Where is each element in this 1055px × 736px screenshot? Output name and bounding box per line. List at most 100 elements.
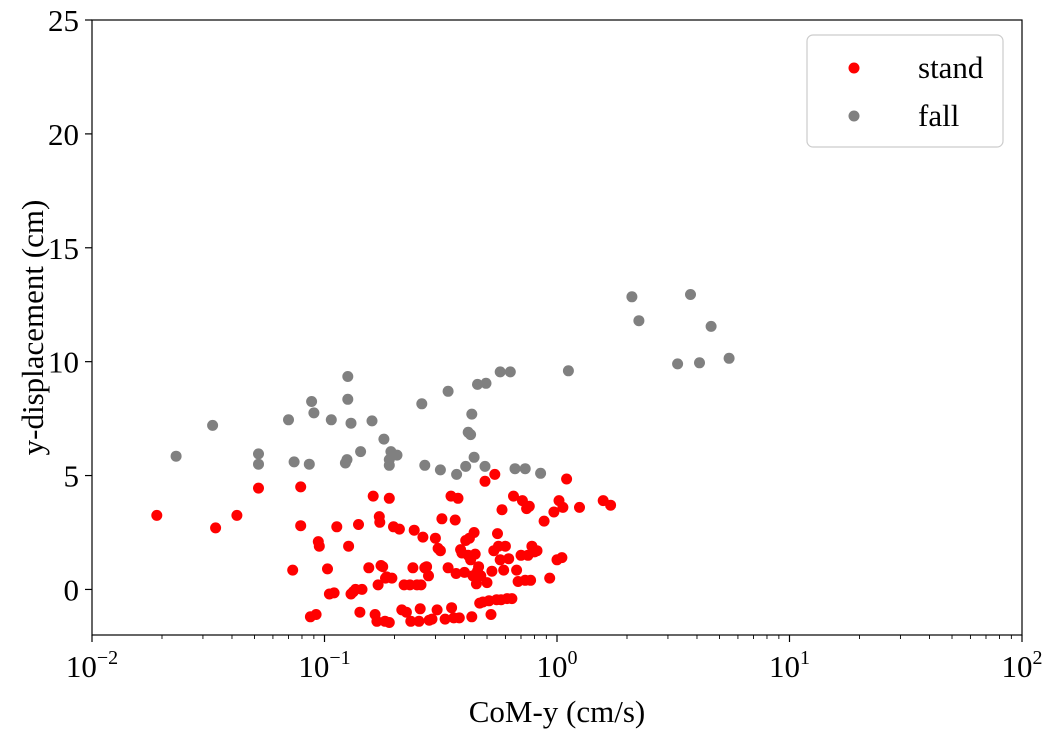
point-fall-1 [207,419,219,431]
point-stand-72 [459,566,470,578]
point-stand-5 [295,481,307,493]
point-fall-26 [451,468,463,480]
point-fall-34 [480,377,492,389]
point-fall-5 [288,456,300,468]
point-stand-47 [413,615,425,627]
point-fall-27 [460,460,472,472]
point-stand-15 [343,540,355,552]
point-fall-4 [283,414,294,426]
point-stand-43 [405,615,417,627]
point-stand-66 [449,514,461,526]
legend-marker-fall [848,110,860,122]
y-tick-label: 0 [64,572,80,607]
point-stand-21 [356,583,368,595]
point-stand-126 [574,501,585,513]
point-stand-13 [328,587,340,599]
point-fall-24 [434,464,446,476]
point-fall-22 [416,398,428,410]
point-stand-52 [421,561,433,573]
x-tick-label: 10−1 [298,647,350,684]
point-stand-55 [426,613,438,625]
point-stand-67 [450,568,462,579]
point-stand-0 [151,509,163,521]
point-stand-20 [354,606,366,618]
point-stand-61 [439,613,451,625]
point-fall-42 [633,315,645,327]
point-stand-59 [434,545,446,557]
legend: stand fall [806,34,1004,148]
point-fall-15 [355,446,367,458]
point-stand-36 [386,572,398,584]
point-fall-29 [465,429,477,441]
point-fall-6 [303,458,315,470]
point-stand-83 [473,561,485,573]
point-stand-57 [431,604,443,616]
point-stand-95 [492,528,503,540]
point-stand-14 [331,521,343,533]
point-fall-46 [705,320,717,332]
point-stand-49 [415,579,427,591]
point-stand-23 [367,490,379,502]
point-fall-32 [472,378,483,390]
point-stand-64 [446,602,458,614]
point-fall-39 [535,467,547,479]
data-markers [151,289,735,628]
x-tick-label: 102 [1002,647,1043,684]
point-fall-45 [694,357,705,369]
point-stand-62 [442,562,454,574]
point-stand-77 [466,611,478,623]
y-tick-label: 5 [64,459,80,494]
y-tick-label: 15 [48,231,79,266]
point-stand-6 [295,520,307,532]
point-fall-7 [306,396,318,407]
legend-marker-stand [848,62,860,74]
x-axis: 10−2 10−1 100 101 102 [66,635,1043,684]
point-stand-124 [557,501,569,513]
point-stand-10 [313,540,325,552]
point-stand-3 [253,482,264,494]
point-fall-35 [494,366,506,378]
point-fall-25 [442,385,454,397]
point-stand-35 [383,492,395,504]
point-stand-117 [531,545,543,557]
point-stand-4 [287,564,299,576]
point-stand-68 [452,492,464,504]
point-stand-106 [511,564,523,576]
point-stand-105 [508,490,519,502]
point-fall-31 [468,451,480,463]
point-fall-47 [723,352,735,364]
x-tick-label: 101 [769,647,810,684]
point-stand-38 [393,523,405,535]
point-stand-123 [556,552,568,564]
point-stand-56 [429,532,441,544]
point-stand-8 [310,609,322,620]
point-stand-28 [374,516,386,528]
point-stand-44 [407,562,419,574]
point-fall-3 [253,458,264,470]
point-stand-2 [231,509,243,521]
point-stand-87 [479,475,491,487]
point-fall-36 [504,366,516,378]
point-fall-17 [378,433,390,445]
point-stand-30 [377,561,389,573]
point-stand-79 [468,527,480,538]
point-stand-11 [322,563,333,575]
point-stand-50 [417,531,429,543]
point-stand-128 [605,499,617,511]
point-stand-99 [496,504,508,516]
point-fall-13 [342,371,354,382]
point-stand-48 [414,603,426,615]
point-stand-60 [436,513,448,525]
point-fall-14 [345,417,357,429]
point-stand-90 [485,609,497,620]
point-stand-88 [481,577,493,589]
point-stand-1 [210,522,222,534]
point-stand-69 [453,612,465,624]
point-stand-118 [538,515,550,527]
point-fall-8 [308,407,320,419]
point-stand-22 [363,562,375,574]
point-stand-81 [470,578,482,590]
x-tick-label: 10−2 [66,647,118,684]
legend-label-stand: stand [918,50,984,85]
